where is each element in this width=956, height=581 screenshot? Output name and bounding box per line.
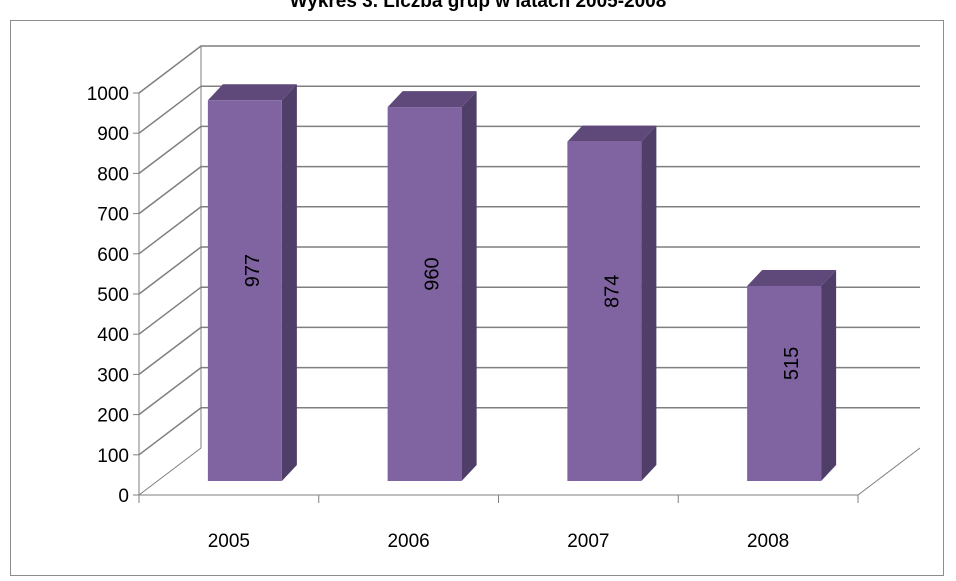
bar-side xyxy=(641,125,657,481)
x-tick-label: 2006 xyxy=(387,531,429,552)
gridline xyxy=(138,206,920,255)
y-tick-label: 500 xyxy=(97,285,129,306)
x-tick-label: 2007 xyxy=(567,531,609,552)
x-axis: 2005 2006 2007 2008 xyxy=(138,495,859,552)
bar-side xyxy=(281,84,297,481)
gridline xyxy=(138,246,920,295)
data-labels: 977 960 874 515 xyxy=(242,254,803,380)
bar-top xyxy=(207,84,297,101)
gridline xyxy=(138,45,920,94)
chart-frame xyxy=(10,20,944,576)
x-tick-label: 2005 xyxy=(208,531,250,552)
x-tick-label: 2008 xyxy=(747,531,789,552)
bar xyxy=(207,84,297,481)
y-tick-label: 900 xyxy=(97,124,129,145)
bar xyxy=(387,91,477,481)
gridlines xyxy=(138,45,920,456)
y-tick-label: 800 xyxy=(97,164,129,185)
bar xyxy=(747,269,837,481)
chart-title: Wykres 3. Liczba grup w latach 2005-2008 xyxy=(289,0,667,12)
bar-front xyxy=(387,107,462,481)
gridline xyxy=(138,407,920,456)
back-wall-edge xyxy=(138,46,202,496)
y-tick-label: 0 xyxy=(118,486,129,507)
data-label: 874 xyxy=(601,275,623,308)
y-tick-label: 100 xyxy=(97,446,129,467)
bar xyxy=(567,125,657,482)
bars xyxy=(207,84,837,482)
gridline xyxy=(138,286,920,335)
bar-side xyxy=(461,91,477,481)
gridline xyxy=(138,85,920,134)
y-tick-label: 300 xyxy=(97,365,129,386)
bar-front xyxy=(567,141,642,482)
y-tick-label: 1000 xyxy=(87,84,129,105)
bar-top xyxy=(747,269,837,286)
y-tick-label: 600 xyxy=(97,245,129,266)
gridline xyxy=(138,125,920,174)
gridline xyxy=(138,366,920,416)
gridline xyxy=(138,326,920,375)
bar-top xyxy=(387,91,477,108)
data-label: 960 xyxy=(422,257,444,290)
bar-side xyxy=(821,269,837,481)
y-tick-label: 700 xyxy=(97,205,129,226)
y-tick-label: 200 xyxy=(97,406,129,427)
data-label: 977 xyxy=(242,254,264,287)
gridline xyxy=(138,165,920,215)
y-axis: 0 100 200 300 400 500 600 700 800 900 1000 xyxy=(87,84,139,507)
bar-front xyxy=(207,100,282,481)
bar-front xyxy=(747,285,822,481)
y-tick-label: 400 xyxy=(97,325,129,346)
data-label: 515 xyxy=(781,347,803,380)
bar-top xyxy=(567,125,657,142)
